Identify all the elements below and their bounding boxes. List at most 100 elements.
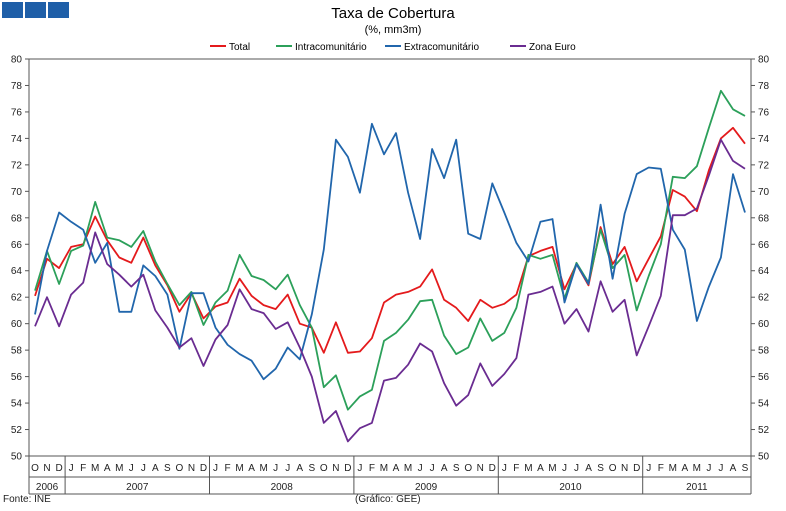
x-month-label: M: [404, 463, 412, 474]
x-month-label: J: [574, 463, 579, 474]
x-month-label: J: [141, 463, 146, 474]
x-month-label: S: [308, 463, 315, 474]
y-tick-label-right: 72: [758, 160, 770, 171]
x-month-label: S: [742, 463, 749, 474]
x-month-label: J: [285, 463, 290, 474]
x-year-label: 2008: [271, 482, 294, 493]
y-tick-label-right: 80: [758, 55, 770, 66]
y-tick-label: 60: [11, 319, 23, 330]
x-year-label: 2006: [36, 482, 59, 493]
logo-block: [48, 2, 69, 18]
x-month-label: J: [562, 463, 567, 474]
y-tick-label: 56: [11, 372, 23, 383]
x-month-label: D: [200, 463, 207, 474]
y-tick-label: 64: [11, 266, 23, 277]
axes: 50 50 52 52 54 54 56 56 58 58 60 60 62 62 64 64 66 66 68 68…: [11, 55, 770, 495]
x-month-label: N: [188, 463, 195, 474]
x-month-label: F: [658, 463, 664, 474]
x-month-label: M: [259, 463, 267, 474]
y-tick-label: 52: [11, 425, 23, 436]
x-month-label: O: [31, 463, 39, 474]
y-tick-label: 54: [11, 399, 23, 410]
x-month-label: J: [69, 463, 74, 474]
x-month-label: D: [489, 463, 496, 474]
chart-subtitle: (%, mm3m): [365, 24, 422, 36]
y-tick-label-right: 76: [758, 107, 770, 118]
x-month-label: D: [633, 463, 640, 474]
x-month-label: S: [164, 463, 171, 474]
x-month-label: N: [332, 463, 339, 474]
series-line-3: [34, 138, 746, 443]
x-month-label: J: [646, 463, 651, 474]
y-tick-label: 80: [11, 55, 23, 66]
x-month-label: O: [464, 463, 472, 474]
x-month-label: M: [91, 463, 99, 474]
y-tick-label: 72: [11, 160, 23, 171]
x-month-label: J: [213, 463, 218, 474]
x-month-label: M: [115, 463, 123, 474]
y-tick-label-right: 58: [758, 346, 770, 357]
x-month-label: M: [693, 463, 701, 474]
x-month-label: M: [548, 463, 556, 474]
chart-title: Taxa de Cobertura: [331, 5, 455, 22]
y-tick-label-right: 66: [758, 240, 770, 251]
x-year-label: 2009: [415, 482, 438, 493]
y-tick-label-right: 54: [758, 399, 770, 410]
x-month-label: M: [669, 463, 677, 474]
x-month-label: J: [706, 463, 711, 474]
y-tick-label-right: 52: [758, 425, 770, 436]
legend-label: Intracomunitário: [295, 42, 367, 53]
y-tick-label-right: 70: [758, 187, 770, 198]
x-month-label: J: [502, 463, 507, 474]
legend-label: Zona Euro: [529, 42, 576, 53]
x-year-label: 2007: [126, 482, 149, 493]
x-month-label: A: [441, 463, 448, 474]
x-month-label: S: [597, 463, 604, 474]
x-month-label: N: [621, 463, 628, 474]
x-month-label: A: [730, 463, 737, 474]
x-month-label: J: [273, 463, 278, 474]
x-month-label: J: [357, 463, 362, 474]
y-tick-label-right: 50: [758, 452, 770, 463]
y-tick-label-right: 62: [758, 293, 770, 304]
y-tick-label: 58: [11, 346, 23, 357]
x-month-label: F: [224, 463, 230, 474]
x-month-label: A: [296, 463, 303, 474]
x-month-label: O: [609, 463, 617, 474]
y-tick-label-right: 56: [758, 372, 770, 383]
y-tick-label: 78: [11, 81, 23, 92]
legend-label: Extracomunitário: [404, 42, 479, 53]
series-line-2: [34, 122, 746, 381]
y-tick-label-right: 64: [758, 266, 770, 277]
x-year-label: 2011: [686, 482, 708, 493]
logo-block: [2, 2, 23, 18]
legend: Total Intracomunitário Extracomunitário Zon…: [210, 42, 576, 53]
x-month-label: F: [369, 463, 375, 474]
x-month-label: J: [430, 463, 435, 474]
series-line-0: [34, 126, 746, 354]
x-month-label: A: [681, 463, 688, 474]
logo: [2, 2, 69, 18]
y-tick-label-right: 74: [758, 134, 770, 145]
y-tick-label: 76: [11, 107, 23, 118]
x-month-label: A: [393, 463, 400, 474]
x-month-label: F: [513, 463, 519, 474]
x-month-label: A: [585, 463, 592, 474]
series-line-1: [34, 89, 746, 411]
plot-frame: [28, 58, 752, 457]
x-month-label: A: [152, 463, 159, 474]
y-tick-label: 74: [11, 134, 23, 145]
y-tick-label-right: 60: [758, 319, 770, 330]
x-month-label: J: [718, 463, 723, 474]
x-month-label: N: [43, 463, 50, 474]
x-month-label: A: [248, 463, 255, 474]
y-tick-label: 66: [11, 240, 23, 251]
y-tick-label: 50: [11, 452, 23, 463]
x-month-label: D: [344, 463, 351, 474]
series-group: [34, 89, 746, 443]
y-tick-label: 70: [11, 187, 23, 198]
x-month-label: M: [524, 463, 532, 474]
y-tick-label: 62: [11, 293, 23, 304]
x-month-label: A: [537, 463, 544, 474]
